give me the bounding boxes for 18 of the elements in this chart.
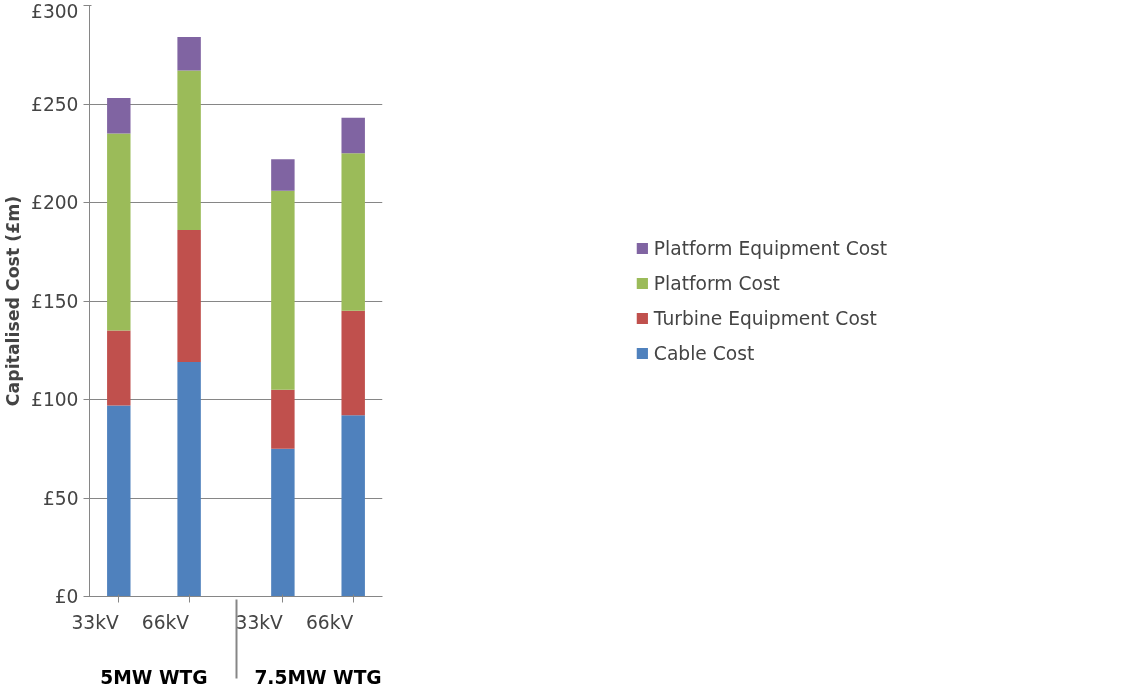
legend-label: Turbine Equipment Cost xyxy=(653,307,877,329)
x-tick-label: 66kV xyxy=(305,612,354,633)
x-tick-label: 33kV xyxy=(235,612,284,633)
text: 7.5MW WTG xyxy=(254,666,382,688)
y-tick-label: £150 xyxy=(31,290,79,312)
x-tick-label: 33kV xyxy=(71,612,120,633)
y-tick-label: £200 xyxy=(31,192,79,213)
y-tick-label: £50 xyxy=(42,487,79,509)
x-tick-label: 66kV xyxy=(141,612,190,633)
y-tick-label: £300 xyxy=(31,0,79,22)
legend-label: Cable Cost xyxy=(653,342,755,364)
legend-label: Platform Cost xyxy=(653,272,780,294)
y-tick-label: £250 xyxy=(31,93,79,115)
y-tick-label: £100 xyxy=(31,389,79,410)
y-axis-title: Capitalised Cost (£m) xyxy=(3,195,24,407)
text: 5MW WTG xyxy=(100,666,208,688)
y-tick-label: £0 xyxy=(54,586,79,607)
legend-label: Platform Equipment Cost xyxy=(653,237,888,259)
